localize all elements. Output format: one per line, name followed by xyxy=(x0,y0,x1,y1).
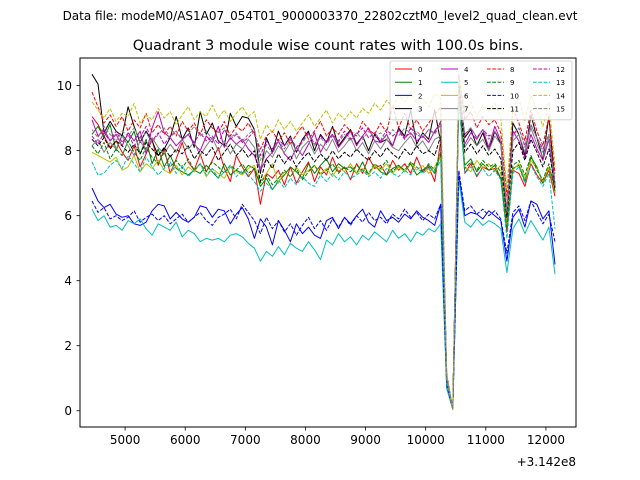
legend-label-11: 11 xyxy=(510,106,519,114)
series-10-line xyxy=(91,169,556,410)
legend-label-2: 2 xyxy=(418,92,422,100)
legend-label-12: 12 xyxy=(556,66,565,74)
legend-label-7: 7 xyxy=(464,106,468,114)
x-tick-label: 10000 xyxy=(407,433,445,447)
x-offset-label: +3.142e8 xyxy=(517,455,576,469)
legend-label-14: 14 xyxy=(556,92,565,100)
series-5-line xyxy=(91,179,556,410)
x-tick-label: 12000 xyxy=(527,433,565,447)
x-tick-label: 6000 xyxy=(170,433,201,447)
x-tick-label: 8000 xyxy=(290,433,321,447)
series-8-line xyxy=(91,73,556,410)
plot-frame xyxy=(79,57,577,428)
x-tick-label: 5000 xyxy=(110,433,141,447)
legend-label-5: 5 xyxy=(464,79,468,87)
x-tick-label: 7000 xyxy=(230,433,261,447)
legend-label-10: 10 xyxy=(510,92,519,100)
series-11-line xyxy=(91,88,556,410)
series-13-line xyxy=(91,101,556,410)
y-tick-label: 2 xyxy=(64,339,72,353)
legend-label-6: 6 xyxy=(464,92,469,100)
series-9-line xyxy=(91,94,556,410)
legend-label-15: 15 xyxy=(556,106,565,114)
x-axis: 5000 6000 7000 8000 9000 10000 11000 12000 xyxy=(110,427,565,447)
legend-label-3: 3 xyxy=(418,106,422,114)
x-tick-label: 9000 xyxy=(350,433,381,447)
series-3-line xyxy=(91,74,556,410)
x-tick-label: 11000 xyxy=(467,433,505,447)
y-tick-label: 6 xyxy=(64,209,72,223)
y-tick-label: 10 xyxy=(57,79,72,93)
y-tick-label: 8 xyxy=(64,144,72,158)
legend-label-0: 0 xyxy=(418,66,422,74)
legend-label-13: 13 xyxy=(556,79,565,87)
legend-label-1: 1 xyxy=(418,79,422,87)
chart-suptitle: Data file: modeM0/AS1A07_054T01_90000033… xyxy=(63,9,578,23)
y-tick-label: 4 xyxy=(64,274,72,288)
legend-box xyxy=(389,60,573,121)
series-1-line xyxy=(91,94,556,410)
legend-label-8: 8 xyxy=(510,66,514,74)
chart-title: Quadrant 3 module wise count rates with … xyxy=(133,38,524,54)
y-axis: 0 2 4 6 8 10 xyxy=(57,79,80,418)
legend-label-9: 9 xyxy=(510,79,514,87)
legend-label-4: 4 xyxy=(464,66,469,74)
series-7-line xyxy=(91,90,556,410)
y-tick-label: 0 xyxy=(64,404,72,418)
series-6-line xyxy=(91,94,556,410)
series-layer xyxy=(91,73,556,410)
series-15-line xyxy=(91,88,556,410)
series-2-line xyxy=(91,174,556,410)
